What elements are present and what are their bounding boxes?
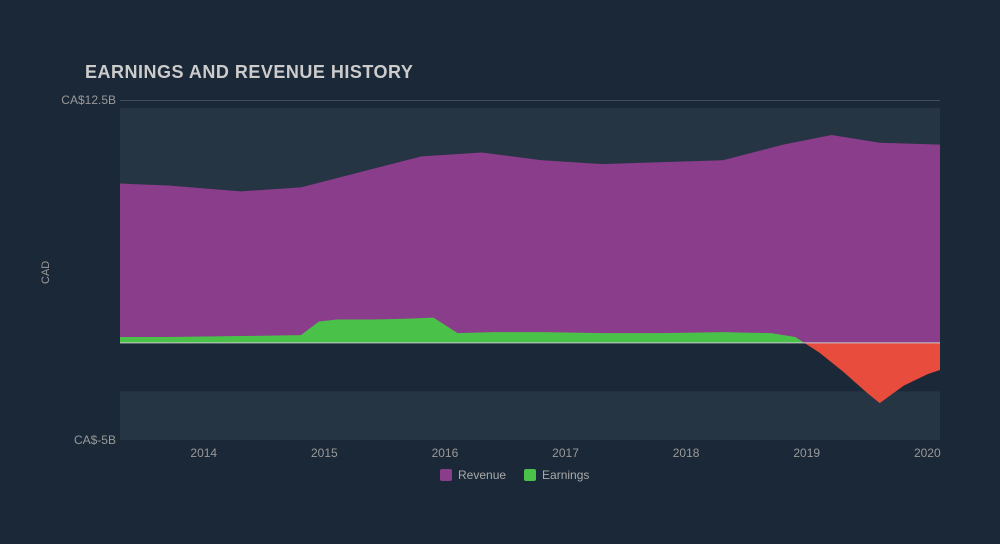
y-axis-label: CAD — [40, 261, 52, 284]
x-tick: 2018 — [673, 446, 700, 460]
y-tick: CA$-5B — [74, 433, 116, 447]
legend-swatch-earnings — [524, 469, 536, 481]
x-tick: 2016 — [432, 446, 459, 460]
x-tick: 2015 — [311, 446, 338, 460]
x-tick: 2017 — [552, 446, 579, 460]
x-tick: 2014 — [190, 446, 217, 460]
legend-label-earnings: Earnings — [542, 468, 589, 482]
legend-swatch-revenue — [440, 469, 452, 481]
chart-title: EARNINGS AND REVENUE HISTORY — [85, 62, 413, 83]
x-tick: 2020 — [914, 446, 941, 460]
chart-svg — [120, 100, 940, 440]
chart-container: { "title": "EARNINGS AND REVENUE HISTORY… — [0, 0, 1000, 544]
legend: Revenue Earnings — [440, 468, 589, 482]
legend-item-earnings: Earnings — [524, 468, 589, 482]
legend-label-revenue: Revenue — [458, 468, 506, 482]
legend-item-revenue: Revenue — [440, 468, 506, 482]
x-tick: 2019 — [793, 446, 820, 460]
y-tick: CA$12.5B — [61, 93, 116, 107]
